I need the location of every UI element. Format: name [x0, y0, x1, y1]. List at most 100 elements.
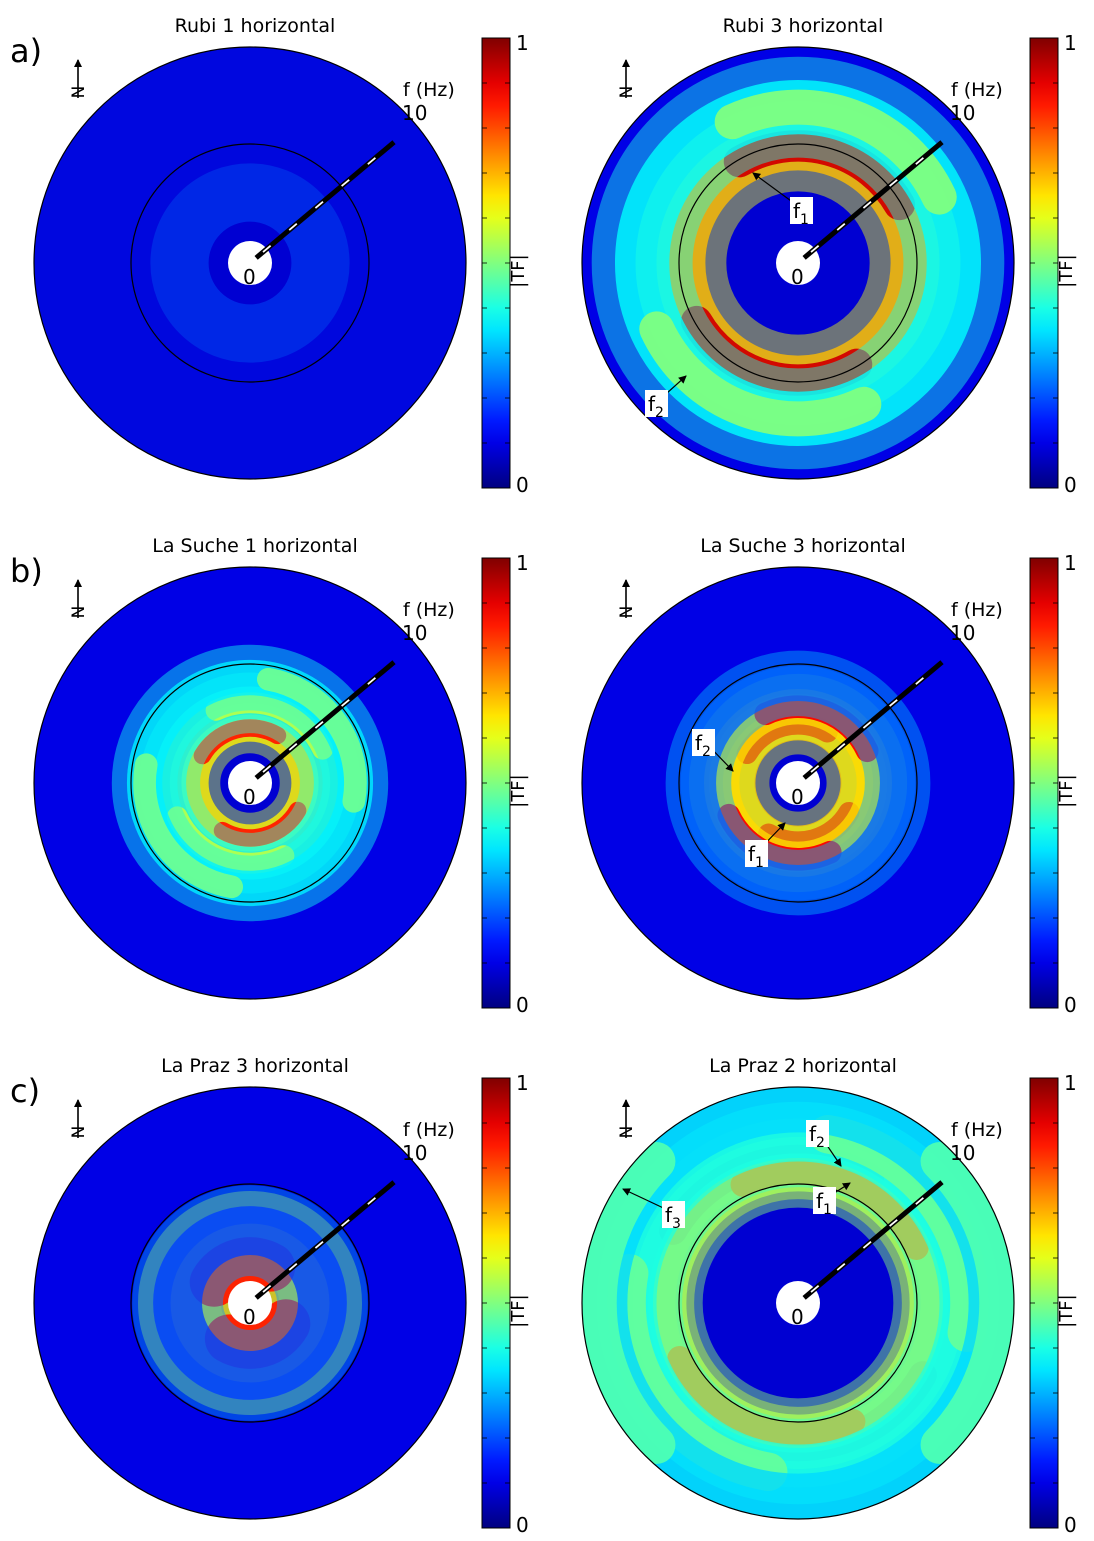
- north-arrow-icon: N: [617, 1099, 637, 1138]
- row-label: a): [10, 32, 42, 70]
- frequency-max-label: 10: [402, 1141, 427, 1165]
- polar-border: [581, 1086, 1015, 1520]
- frequency-max-label: 10: [950, 621, 975, 645]
- frequency-axis-label: f (Hz): [403, 599, 455, 621]
- frequency-min-label: 0: [791, 265, 804, 289]
- row-label: c): [10, 1072, 40, 1110]
- intensity-ring: [665, 650, 931, 916]
- polar-border: [33, 1086, 467, 1520]
- polar-panel: La Suche 1 horizontal f (Hz)10 0 N 1 0 |TF|: [33, 535, 529, 1017]
- polar-border: [33, 46, 467, 480]
- frequency-axis-label: f (Hz): [951, 1119, 1003, 1141]
- reference-ring: [678, 143, 918, 383]
- intensity-ring: [139, 672, 361, 894]
- frequency-axis: [802, 660, 944, 780]
- north-label: N: [69, 606, 89, 619]
- colorbar-label: |TF|: [1056, 774, 1077, 807]
- intensity-ring: [635, 100, 961, 426]
- frequency-min-label: 0: [791, 1305, 804, 1329]
- colorbar: 1 0 |TF|: [1029, 31, 1077, 497]
- north-label: N: [617, 86, 637, 99]
- reference-ring: [678, 663, 918, 903]
- intensity-ring: [169, 702, 331, 864]
- panel-title: La Praz 3 horizontal: [161, 1055, 349, 1077]
- polar-border: [581, 46, 1015, 480]
- colorbar: 1 0 |TF|: [481, 1071, 529, 1537]
- polar-border: [33, 566, 467, 1000]
- intensity-ring: [132, 1185, 368, 1421]
- colorbar-label: |TF|: [508, 1294, 529, 1327]
- colorbar-max: 1: [1064, 31, 1077, 55]
- colorbar-label: |TF|: [508, 774, 529, 807]
- peak-annotation: f2: [806, 1120, 842, 1167]
- intensity-ring: [632, 1137, 964, 1469]
- frequency-axis-label: f (Hz): [951, 599, 1003, 621]
- frequency-axis-label: f (Hz): [951, 79, 1003, 101]
- peak-annotation: f1: [752, 172, 813, 228]
- peak-annotation: f2: [692, 729, 734, 772]
- colorbar-min: 0: [516, 473, 529, 497]
- peak-label: f2: [695, 731, 711, 760]
- intensity-ring: [591, 56, 1005, 470]
- frequency-min-label: 0: [243, 265, 256, 289]
- frequency-max-label: 10: [402, 101, 427, 125]
- colorbar-label: |TF|: [1056, 254, 1077, 287]
- peak-label: f1: [816, 1189, 832, 1218]
- frequency-max-label: 10: [950, 101, 975, 125]
- peak-annotation: f1: [745, 822, 786, 871]
- colorbar-max: 1: [1064, 1071, 1077, 1095]
- reference-ring: [678, 1183, 918, 1423]
- colorbar-min: 0: [516, 1513, 529, 1537]
- panel-title: Rubi 3 horizontal: [723, 15, 884, 37]
- north-label: N: [617, 606, 637, 619]
- colorbar-label: |TF|: [508, 254, 529, 287]
- colorbar-min: 0: [1064, 473, 1077, 497]
- peak-annotation: f2: [645, 375, 687, 421]
- peak-label: f2: [648, 392, 664, 421]
- north-arrow-icon: N: [69, 579, 89, 619]
- north-arrow-icon: N: [617, 59, 637, 99]
- frequency-axis: [254, 1180, 396, 1300]
- reference-ring: [130, 1183, 370, 1423]
- peak-annotation: f3: [622, 1188, 685, 1232]
- frequency-max-label: 10: [950, 1141, 975, 1165]
- colorbar: 1 0 |TF|: [481, 551, 529, 1017]
- colorbar-min: 0: [516, 993, 529, 1017]
- intensity-ring: [688, 673, 908, 893]
- frequency-axis-label: f (Hz): [403, 79, 455, 101]
- north-label: N: [69, 86, 89, 99]
- colorbar-min: 0: [1064, 1513, 1077, 1537]
- intensity-ring: [582, 1087, 1014, 1519]
- colorbar-label: |TF|: [1056, 1294, 1077, 1327]
- north-label: N: [69, 1126, 89, 1139]
- panel-title: Rubi 1 horizontal: [175, 15, 336, 37]
- frequency-axis: [254, 660, 396, 780]
- colorbar: 1 0 |TF|: [1029, 1071, 1077, 1537]
- frequency-min-label: 0: [243, 1305, 256, 1329]
- peak-label: f2: [809, 1122, 825, 1151]
- frequency-axis-label: f (Hz): [403, 1119, 455, 1141]
- colorbar-max: 1: [516, 551, 529, 575]
- north-arrow-icon: N: [69, 1099, 89, 1139]
- colorbar-max: 1: [516, 1071, 529, 1095]
- colorbar-min: 0: [1064, 993, 1077, 1017]
- colorbar-max: 1: [516, 31, 529, 55]
- intensity-ring: [34, 47, 466, 479]
- peak-annotation: f1: [813, 1182, 851, 1218]
- frequency-axis: [802, 140, 944, 260]
- panel-title: La Suche 3 horizontal: [700, 535, 905, 557]
- frequency-max-label: 10: [402, 621, 427, 645]
- peak-label: f3: [665, 1203, 681, 1232]
- north-arrow-icon: N: [69, 59, 89, 99]
- colorbar: 1 0 |TF|: [1029, 551, 1077, 1017]
- panel-title: La Suche 1 horizontal: [152, 535, 357, 557]
- colorbar: 1 0 |TF|: [481, 31, 529, 497]
- intensity-ring: [137, 1190, 363, 1416]
- reference-ring: [130, 663, 370, 903]
- intensity-ring: [111, 644, 389, 922]
